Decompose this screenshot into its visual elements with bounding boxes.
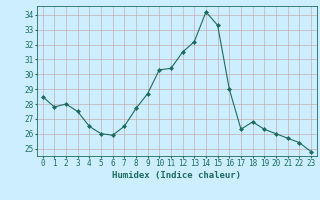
X-axis label: Humidex (Indice chaleur): Humidex (Indice chaleur): [112, 171, 241, 180]
